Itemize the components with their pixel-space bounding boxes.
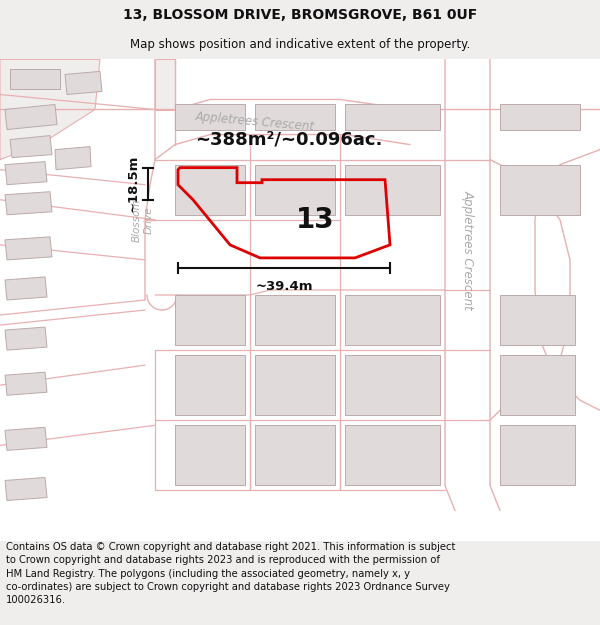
Text: ~18.5m: ~18.5m bbox=[127, 155, 140, 212]
Polygon shape bbox=[500, 104, 580, 129]
Polygon shape bbox=[255, 164, 335, 215]
Polygon shape bbox=[5, 372, 47, 395]
Polygon shape bbox=[255, 426, 335, 486]
Polygon shape bbox=[345, 164, 440, 215]
Polygon shape bbox=[10, 69, 60, 89]
Polygon shape bbox=[500, 295, 575, 345]
Polygon shape bbox=[5, 192, 52, 215]
Polygon shape bbox=[5, 478, 47, 501]
Polygon shape bbox=[5, 104, 57, 129]
Polygon shape bbox=[175, 426, 245, 486]
Polygon shape bbox=[0, 59, 100, 159]
Polygon shape bbox=[5, 327, 47, 350]
Polygon shape bbox=[10, 136, 52, 158]
Polygon shape bbox=[500, 164, 580, 215]
Text: Map shows position and indicative extent of the property.: Map shows position and indicative extent… bbox=[130, 38, 470, 51]
Polygon shape bbox=[500, 426, 575, 486]
Text: ~388m²/~0.096ac.: ~388m²/~0.096ac. bbox=[195, 131, 382, 149]
Polygon shape bbox=[175, 104, 245, 129]
Text: Appletrees Crescent: Appletrees Crescent bbox=[461, 190, 475, 310]
Polygon shape bbox=[345, 295, 440, 345]
Polygon shape bbox=[255, 295, 335, 345]
Polygon shape bbox=[255, 104, 335, 129]
Polygon shape bbox=[5, 162, 47, 185]
Text: ~39.4m: ~39.4m bbox=[255, 280, 313, 293]
Polygon shape bbox=[55, 147, 91, 169]
Polygon shape bbox=[65, 71, 102, 94]
Polygon shape bbox=[5, 428, 47, 451]
Text: Blossom
Drive: Blossom Drive bbox=[132, 198, 154, 242]
Text: Appletrees Crescent: Appletrees Crescent bbox=[195, 110, 315, 133]
Polygon shape bbox=[175, 295, 245, 345]
Polygon shape bbox=[175, 164, 245, 215]
Text: 13, BLOSSOM DRIVE, BROMSGROVE, B61 0UF: 13, BLOSSOM DRIVE, BROMSGROVE, B61 0UF bbox=[123, 8, 477, 22]
Polygon shape bbox=[5, 277, 47, 300]
Polygon shape bbox=[345, 104, 440, 129]
Text: 13: 13 bbox=[296, 206, 334, 234]
Polygon shape bbox=[255, 355, 335, 415]
Polygon shape bbox=[155, 59, 175, 109]
Polygon shape bbox=[175, 355, 245, 415]
Polygon shape bbox=[345, 426, 440, 486]
Text: Contains OS data © Crown copyright and database right 2021. This information is : Contains OS data © Crown copyright and d… bbox=[6, 542, 455, 605]
Polygon shape bbox=[345, 355, 440, 415]
Polygon shape bbox=[5, 237, 52, 260]
Polygon shape bbox=[500, 355, 575, 415]
